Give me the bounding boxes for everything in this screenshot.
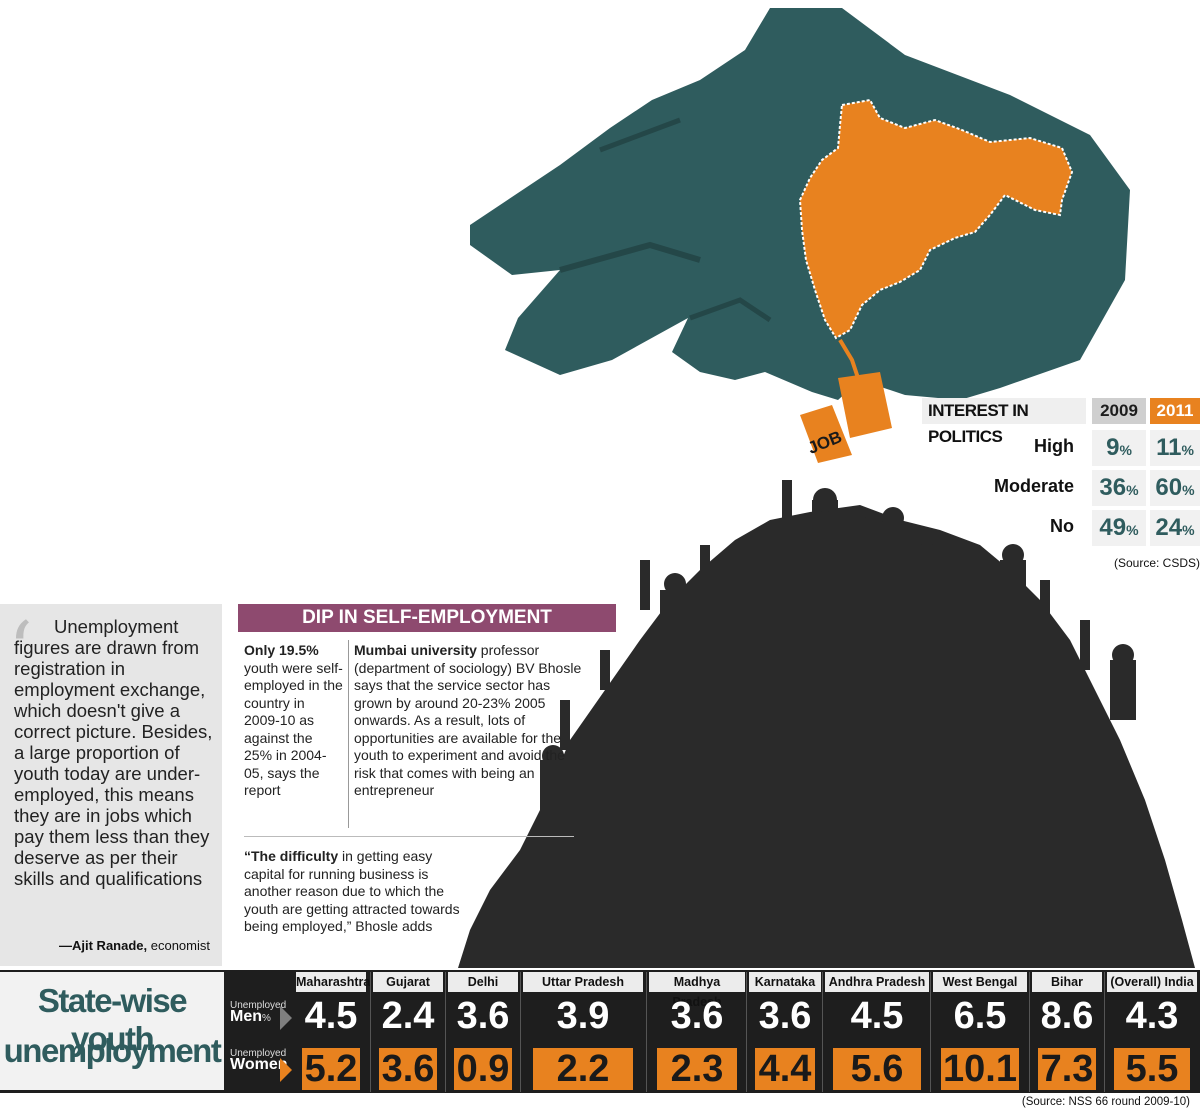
state-column: Karnataka 3.6 4.4 [749,972,821,1092]
politics-row-label: No [1050,516,1074,536]
men-value: 4.5 [850,995,904,1037]
politics-row-moderate: Moderate 36% 60% [922,470,1200,506]
men-value: 3.6 [670,995,724,1037]
state-column: Uttar Pradesh 3.9 2.2 [523,972,643,1092]
politics-title: INTEREST IN POLITICS [922,398,1086,446]
state-name: Madhya Pradesh [649,972,745,1009]
women-value: 5.6 [833,1048,921,1090]
men-row-label: Unemployed Men% [230,1000,287,1025]
column-divider [746,972,747,1092]
quote-mark-icon: ‘ [8,606,33,696]
state-name: Bihar [1032,972,1102,992]
column-divider [930,972,931,1092]
women-value: 5.5 [1114,1048,1190,1090]
state-column: West Bengal 6.5 10.1 [933,972,1027,1092]
column-divider [1029,972,1030,1092]
state-title-line1: State-wise youth [37,982,188,1057]
women-value: 5.2 [301,1048,361,1090]
state-name: Maharashtra [296,972,370,992]
state-column: Gujarat 2.4 3.6 [373,972,443,1092]
value-2009: 36% [1092,470,1146,506]
state-name: Andhra Pradesh [825,972,929,992]
column-divider [1104,972,1105,1092]
quote-attribution: —Ajit Ranade, economist [59,938,210,953]
men-arrow-icon [280,1006,292,1030]
state-name: (Overall) India [1107,972,1197,992]
interest-in-politics-table: INTEREST IN POLITICS 2009 2011 High 9% 1… [922,398,1200,598]
state-column: Delhi 3.6 0.9 [448,972,518,1092]
politics-row-high: High 9% 11% [922,430,1200,466]
column-divider [822,972,823,1092]
column-divider [370,972,371,1092]
women-row-label: Unemployed Women [230,1048,288,1073]
women-value: 2.2 [532,1048,634,1090]
state-name: Gujarat [373,972,443,992]
value-2011: 24% [1150,510,1200,546]
state-column: (Overall) India 4.3 5.5 [1107,972,1197,1092]
state-title-block: State-wise youth unemployment [0,972,224,1090]
dip-column-2: Mumbai university professor (department … [354,642,582,798]
row-divider [244,836,574,837]
men-value: 3.6 [758,995,812,1037]
dip-column-1: Only 19.5% youth were self-employed in t… [244,642,343,798]
quote-text: Unemployment figures are drawn from regi… [14,616,213,889]
women-value: 0.9 [453,1048,513,1090]
quote-box: ‘ Unemployment figures are drawn from re… [0,604,222,966]
women-value: 2.3 [656,1048,738,1090]
women-value: 4.4 [754,1048,816,1090]
dip-heading: DIP IN SELF-EMPLOYMENT [238,604,616,632]
women-arrow-icon [280,1058,292,1082]
value-2009: 49% [1092,510,1146,546]
state-name: Delhi [448,972,518,992]
women-value: 7.3 [1037,1048,1097,1090]
state-column: Maharashtra 4.5 5.2 [296,972,370,1092]
politics-source: (Source: CSDS) [1113,556,1200,570]
state-name: Karnataka [749,972,821,992]
women-value: 3.6 [378,1048,438,1090]
state-column: Bihar 8.6 7.3 [1032,972,1102,1092]
state-name: Uttar Pradesh [523,972,643,992]
men-value: 4.3 [1125,995,1179,1037]
men-value: 3.6 [456,995,510,1037]
column-divider [348,640,349,828]
state-source: (Source: NSS 66 round 2009-10) [1021,1096,1190,1108]
state-title-line2: unemployment [3,1032,222,1069]
column-divider [445,972,446,1092]
column-divider [646,972,647,1092]
crowd-silhouette [458,480,1195,968]
dip-paragraph-3: “The difficulty in getting easy capital … [244,848,460,934]
value-2009: 9% [1092,430,1146,466]
year-2011-header: 2011 [1150,398,1200,424]
men-value: 3.9 [556,995,610,1037]
politics-row-no: No 49% 24% [922,510,1200,546]
column-divider [520,972,521,1092]
maharashtra-map-illustration [798,98,1074,340]
men-value: 8.6 [1040,995,1094,1037]
state-column: Andhra Pradesh 4.5 5.6 [825,972,929,1092]
job-slip-illustration: JOB [800,338,892,463]
men-value: 2.4 [381,995,435,1037]
value-2011: 60% [1150,470,1200,506]
value-2011: 11% [1150,430,1200,466]
politics-row-label: High [1034,436,1074,456]
women-value: 10.1 [940,1048,1020,1090]
men-value: 6.5 [953,995,1007,1037]
men-value: 4.5 [304,995,358,1037]
state-name: West Bengal [933,972,1027,992]
politics-row-label: Moderate [993,476,1074,496]
state-column: Madhya Pradesh 3.6 2.3 [649,972,745,1092]
year-2009-header: 2009 [1092,398,1146,424]
